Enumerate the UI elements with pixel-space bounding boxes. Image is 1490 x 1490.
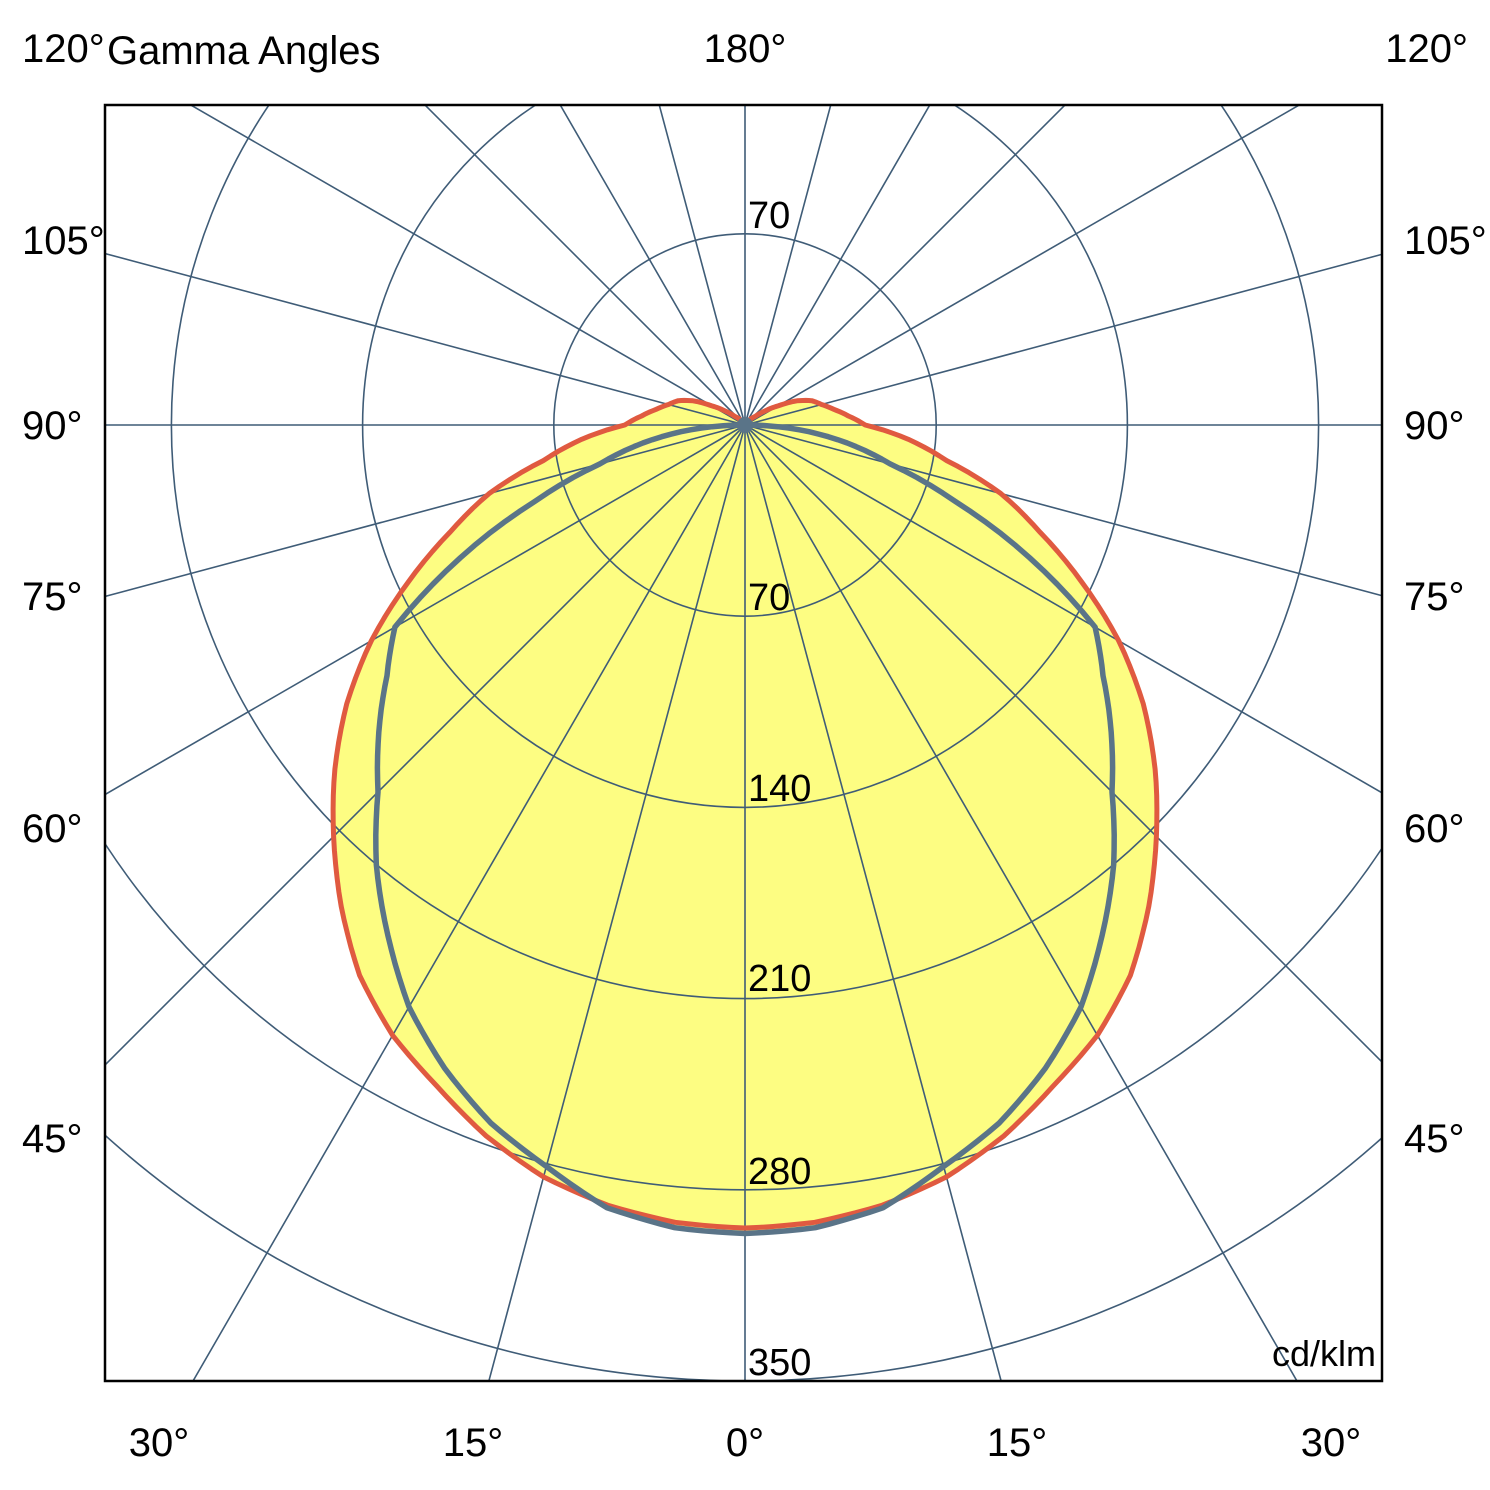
radial-tick-350: 350 (748, 1342, 811, 1384)
labels: 120° Gamma Angles 180° 120° 105° 90° 75°… (22, 27, 1487, 1465)
angle-label-left-45: 45° (22, 1117, 83, 1161)
intensity-curves (330, 397, 1160, 1237)
angle-label-left-75: 75° (22, 575, 83, 619)
angle-label-right-75: 75° (1404, 575, 1465, 619)
unit-label: cd/klm (1272, 1333, 1376, 1374)
angle-label-top-right-120: 120° (1385, 27, 1468, 71)
radial-tick-70-top: 70 (748, 195, 790, 237)
angle-label-top-180: 180° (704, 27, 787, 71)
angle-label-bottom-30r: 30° (1301, 1421, 1362, 1465)
angle-label-bottom-30l: 30° (129, 1421, 190, 1465)
angle-label-right-105: 105° (1404, 219, 1487, 263)
chart-title: Gamma Angles (107, 29, 380, 73)
angle-label-left-90: 90° (22, 404, 83, 448)
radial-tick-280: 280 (748, 1151, 811, 1193)
angle-label-right-60: 60° (1404, 807, 1465, 851)
angle-label-bottom-15l: 15° (443, 1421, 504, 1465)
angle-label-left-60: 60° (22, 807, 83, 851)
angle-label-left-105: 105° (22, 219, 105, 263)
angle-label-right-90: 90° (1404, 404, 1465, 448)
radial-tick-70: 70 (748, 577, 790, 619)
angle-label-bottom-0: 0° (726, 1421, 764, 1465)
radial-tick-210: 210 (748, 958, 811, 1000)
angle-label-top-left-120: 120° (22, 27, 105, 71)
angle-label-bottom-15r: 15° (987, 1421, 1048, 1465)
radial-tick-140: 140 (748, 768, 811, 810)
angle-label-right-45: 45° (1404, 1117, 1465, 1161)
plot-border (103, 103, 1384, 1383)
